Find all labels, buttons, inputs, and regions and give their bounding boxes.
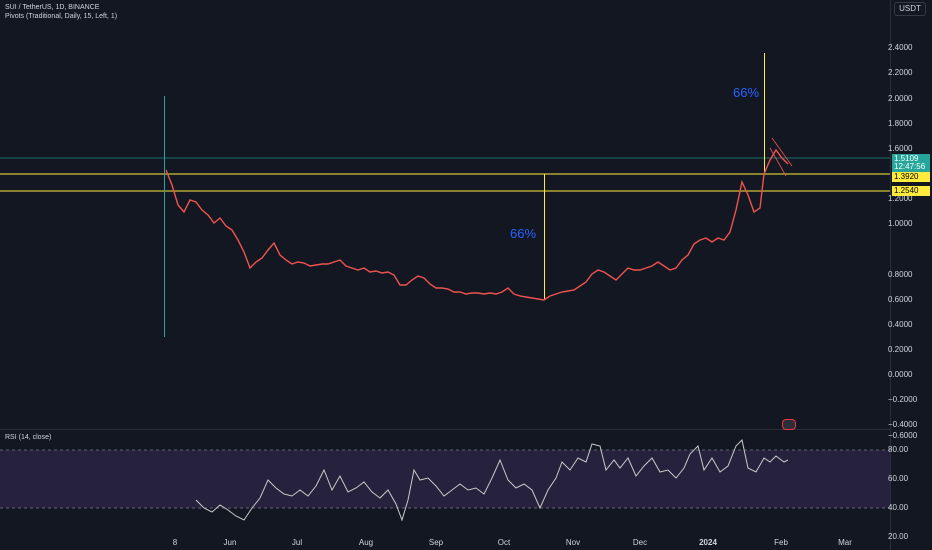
percent-annotation[interactable]: 66% <box>510 226 537 241</box>
current-price-value: 1.5109 <box>894 154 919 163</box>
rsi-tick: 40.00 <box>888 503 909 512</box>
time-tick: Oct <box>497 538 511 547</box>
price-tick: 2.0000 <box>888 94 913 103</box>
symbol-legend[interactable]: SUI / TetherUS, 1D, BINANCE <box>5 4 100 11</box>
time-tick: Sep <box>428 538 444 547</box>
time-tick: Aug <box>358 538 374 547</box>
price-tick: 2.2000 <box>888 68 913 77</box>
time-tick: Jul <box>291 538 303 547</box>
pivots-legend[interactable]: Pivots (Traditional, Daily, 15, Left, 1) <box>5 13 118 20</box>
eye-icon[interactable] <box>782 419 796 430</box>
time-tick: Nov <box>565 538 581 547</box>
price-tick: 0.4000 <box>888 320 913 329</box>
time-tick: Feb <box>774 538 788 547</box>
time-tick: 2024 <box>699 538 717 547</box>
price-tick: 1.2000 <box>888 194 913 203</box>
currency-selector[interactable]: USDT <box>894 2 926 16</box>
time-tick: Mar <box>838 538 852 547</box>
price-series <box>165 148 789 301</box>
price-tick: 1.8000 <box>888 119 913 128</box>
time-tick: Dec <box>632 538 648 547</box>
price-tick: −0.6000 <box>888 431 918 440</box>
price-tick: 2.4000 <box>888 43 913 52</box>
rsi-legend[interactable]: RSI (14, close) <box>5 434 52 441</box>
rsi-tick: 80.00 <box>888 445 909 454</box>
price-tick: 0.6000 <box>888 295 913 304</box>
rsi-band <box>0 450 890 508</box>
price-tick: −0.4000 <box>888 420 918 429</box>
time-tick: Jun <box>223 538 237 547</box>
price-tick: 1.0000 <box>888 219 913 228</box>
price-tick: 0.2000 <box>888 345 913 354</box>
rsi-tick: 20.00 <box>888 532 909 541</box>
price-tick: 0.8000 <box>888 270 913 279</box>
rsi-tick: 60.00 <box>888 474 909 483</box>
price-tick: 0.0000 <box>888 370 913 379</box>
level-tag-low: 1.2540 <box>892 186 930 196</box>
current-price-tag: 1.5109 12:47:56 <box>892 154 930 172</box>
price-tick: −0.2000 <box>888 395 918 404</box>
price-tick: 1.6000 <box>888 144 913 153</box>
rsi-series <box>195 438 789 522</box>
level-tag-high: 1.3920 <box>892 172 930 182</box>
time-tick: 8 <box>172 538 178 547</box>
percent-annotation[interactable]: 66% <box>733 85 760 100</box>
countdown-timer: 12:47:56 <box>894 162 926 171</box>
